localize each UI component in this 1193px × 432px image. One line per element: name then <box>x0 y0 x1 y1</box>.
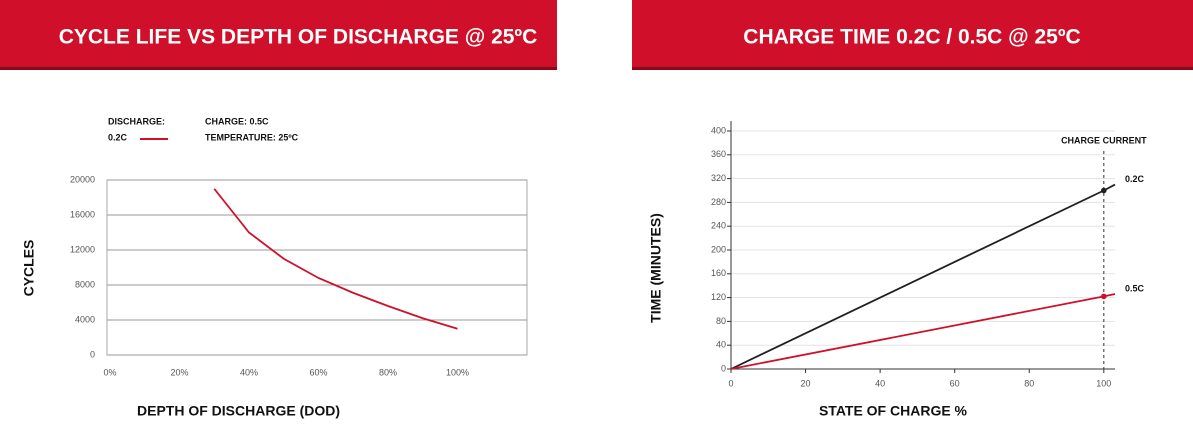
annotation: CHARGE: 0.5C <box>205 116 269 126</box>
point <box>1101 293 1107 300</box>
x-tick-label: 20 <box>801 378 811 388</box>
series-label: 0.5C <box>1125 283 1145 293</box>
y-tick-label: 120 <box>711 292 726 302</box>
header-bar <box>0 0 557 70</box>
x-tick-label: 40 <box>875 378 885 388</box>
y-tick-label: 40 <box>716 340 726 350</box>
y-tick-label: 320 <box>711 173 726 183</box>
y-tick-label: 0 <box>721 363 726 373</box>
x-tick-label: 100% <box>446 367 469 377</box>
reference-label: CHARGE CURRENT <box>1061 135 1147 145</box>
x-tick-label: 40% <box>240 367 258 377</box>
y-tick-label: 280 <box>711 197 726 207</box>
x-tick-label: 60% <box>309 367 327 377</box>
series-line <box>730 293 1116 370</box>
header-shadow <box>0 67 557 70</box>
series-line <box>730 183 1116 370</box>
chart-title: CYCLE LIFE VS DEPTH OF DISCHARGE @ 25ºC <box>59 26 538 49</box>
x-axis-title: DEPTH OF DISCHARGE (DOD) <box>137 403 340 419</box>
series-label: 0.2C <box>1125 174 1145 184</box>
annotation: TEMPERATURE: 25ºC <box>205 132 299 142</box>
x-tick-label: 80% <box>379 367 397 377</box>
y-tick-label: 12000 <box>70 244 95 254</box>
y-tick-label: 0 <box>90 349 95 359</box>
x-tick-label: 0 <box>728 378 733 388</box>
x-tick-label: 100 <box>1096 378 1111 388</box>
plot-frame <box>106 179 528 356</box>
point <box>1101 187 1107 194</box>
y-tick-label: 80 <box>716 316 726 326</box>
header-bar <box>632 0 1193 70</box>
series-line <box>213 188 458 330</box>
y-tick-label: 8000 <box>75 279 95 289</box>
y-tick-label: 240 <box>711 221 726 231</box>
x-tick-label: 80 <box>1024 378 1034 388</box>
x-axis-title: STATE OF CHARGE % <box>819 403 968 419</box>
x-tick-label: 20% <box>170 367 188 377</box>
y-tick-label: 4000 <box>75 314 95 324</box>
y-tick-label: 400 <box>711 125 726 135</box>
header-shadow <box>632 67 1193 70</box>
chart-title: CHARGE TIME 0.2C / 0.5C @ 25ºC <box>743 26 1080 49</box>
y-tick-label: 16000 <box>70 209 95 219</box>
y-tick-label: 160 <box>711 268 726 278</box>
x-tick-label: 0% <box>103 367 116 377</box>
y-tick-label: 360 <box>711 149 726 159</box>
x-tick-label: 60 <box>950 378 960 388</box>
y-axis-title: TIME (MINUTES) <box>648 213 664 323</box>
y-axis-title: CYCLES <box>21 240 37 297</box>
y-tick-label: 20000 <box>70 174 95 184</box>
legend-label: 0.2C <box>108 132 128 142</box>
legend-title: DISCHARGE: <box>108 116 165 126</box>
y-tick-label: 200 <box>711 244 726 254</box>
